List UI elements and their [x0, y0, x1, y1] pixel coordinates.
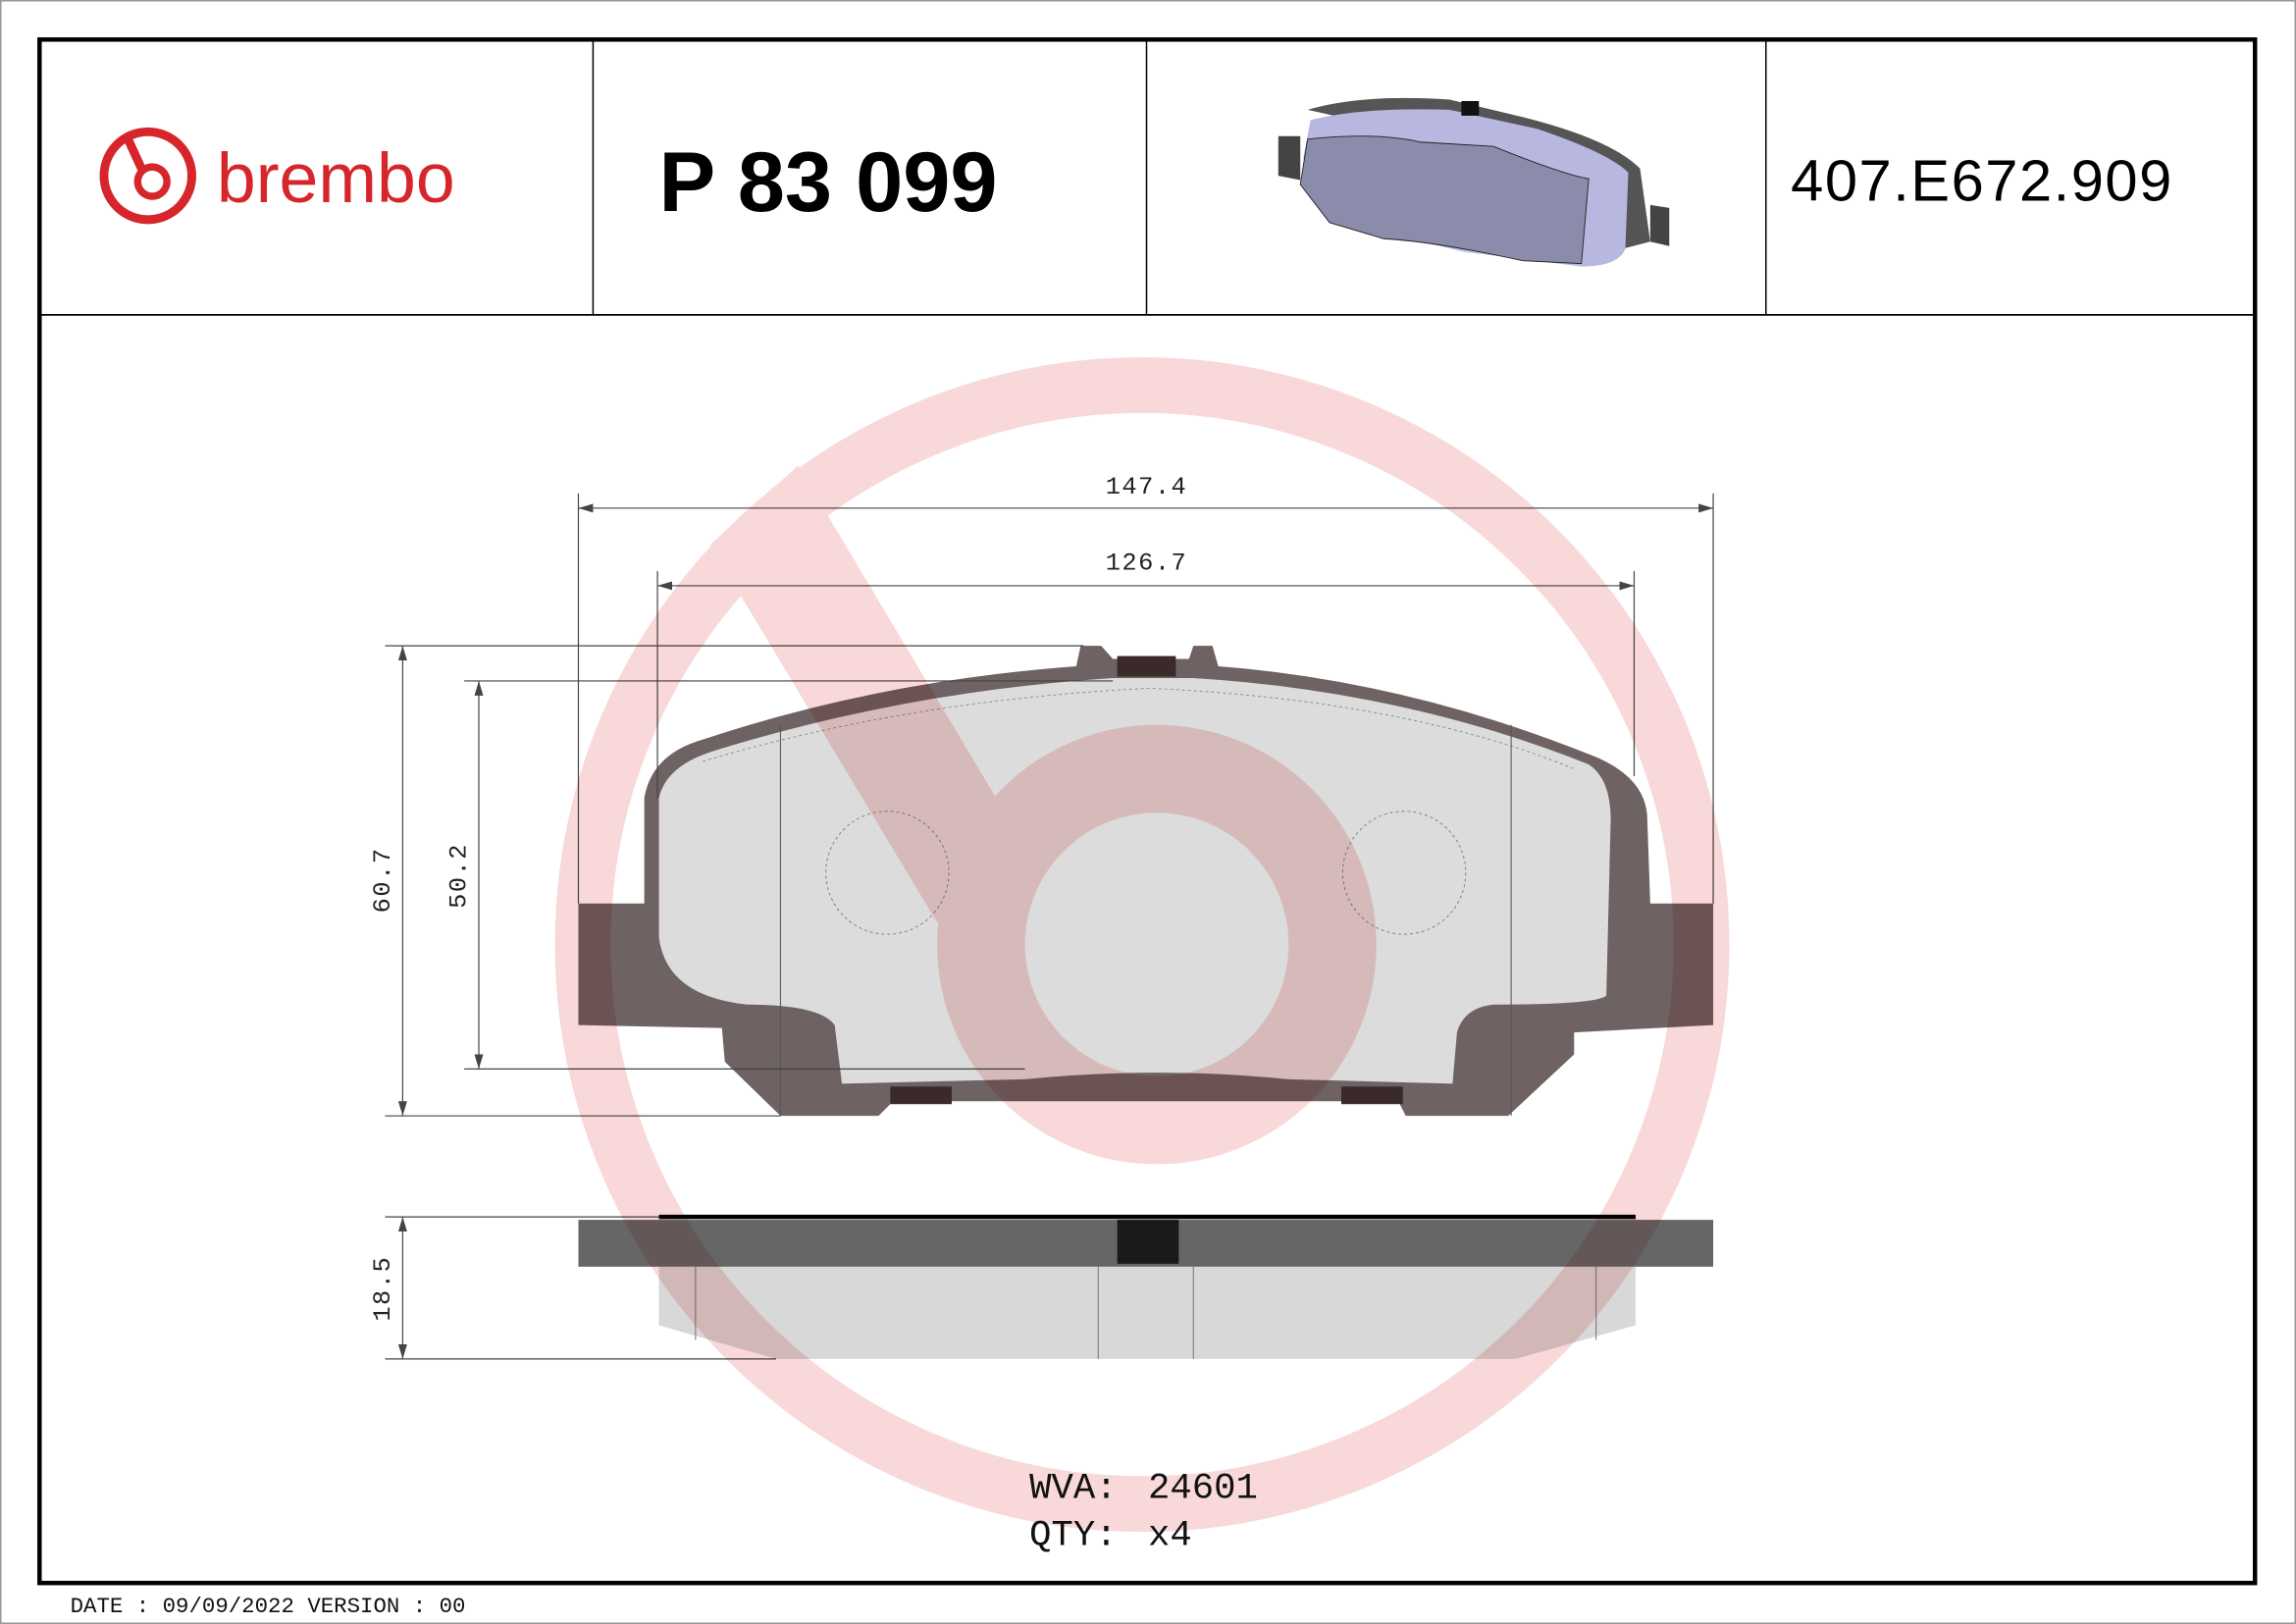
dimension-friction-height: 50.2 — [445, 843, 474, 909]
wear-indicator-clip — [1117, 655, 1176, 677]
dimension-thickness: 18.5 — [369, 1256, 397, 1322]
dimension-friction-width: 126.7 — [1106, 550, 1188, 578]
brembo-logo: brembo — [99, 127, 455, 225]
hole-outline — [1342, 811, 1467, 935]
brembo-logo-icon — [99, 127, 196, 225]
shim-clip — [890, 1086, 953, 1105]
footer-date-version: DATE : 09/09/2022 VERSION : 00 — [71, 1594, 466, 1619]
dimension-overall-width: 147.4 — [1106, 473, 1188, 501]
part-number: P 83 099 — [659, 135, 998, 230]
brand-name: brembo — [217, 139, 455, 218]
brembo-watermark — [554, 357, 1730, 1532]
qty-value: x4 — [1148, 1515, 1192, 1556]
wear-indicator-clip — [1117, 1220, 1179, 1264]
brake-pad-3d-image — [1278, 97, 1670, 267]
dimension-overall-height: 60.7 — [369, 847, 397, 913]
brake-pad-side-view — [578, 1214, 1714, 1359]
wva-value: 24601 — [1148, 1469, 1258, 1510]
brake-pad-front-view — [578, 646, 1714, 1117]
shim-clip — [1340, 1086, 1403, 1105]
reference-code: 407.E672.909 — [1791, 147, 2173, 213]
qty-label: QTY: — [1029, 1515, 1118, 1556]
wva-label: WVA: — [1029, 1469, 1118, 1510]
